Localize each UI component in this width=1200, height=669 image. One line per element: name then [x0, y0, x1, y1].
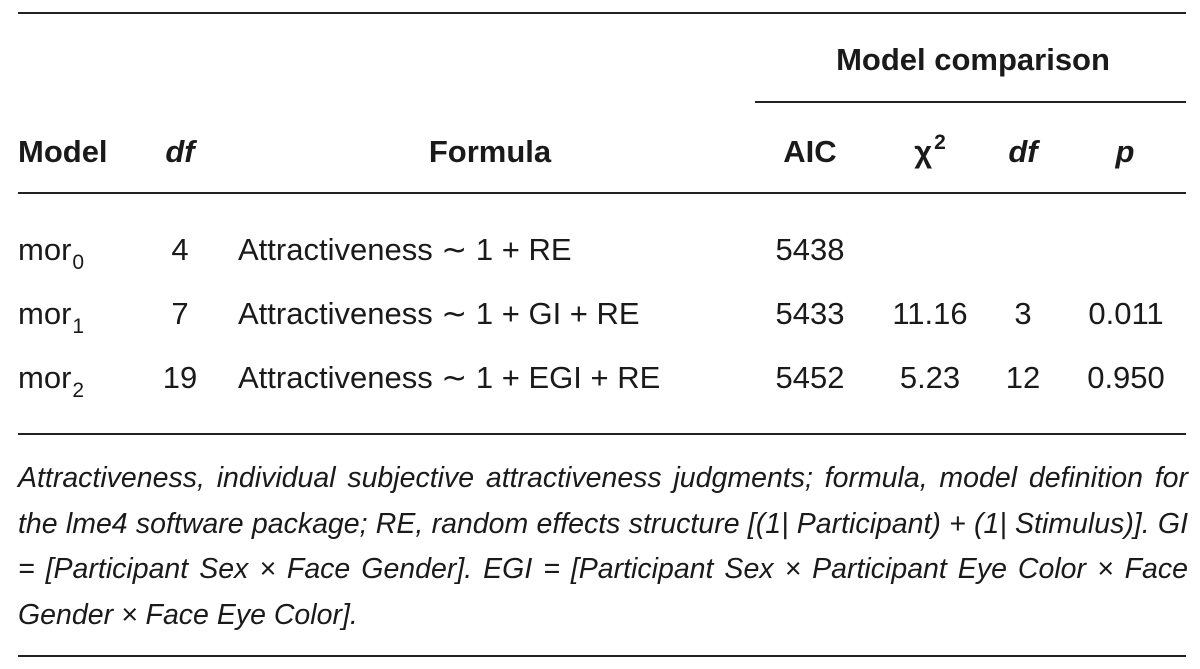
table-row-df: 19	[162, 360, 198, 395]
table-row-model: mor1	[18, 296, 85, 338]
table-row-df: 4	[171, 232, 189, 267]
model-name: mor	[18, 360, 72, 395]
table-row-formula: Attractiveness ∼ 1 + EGI + RE	[238, 360, 661, 395]
model-subscript: 1	[72, 315, 85, 338]
table-row-formula: Attractiveness ∼ 1 + GI + RE	[238, 296, 640, 331]
model-name: mor	[18, 296, 72, 331]
header-rule	[18, 192, 1186, 194]
model-subscript: 2	[72, 379, 85, 402]
header-p: p	[1115, 134, 1135, 169]
header-aic: AIC	[783, 134, 837, 169]
body-bottom-rule	[18, 433, 1186, 435]
table-row-chi2: 11.16	[892, 296, 968, 331]
table-row-model: mor0	[18, 232, 85, 274]
group-header-model-comparison: Model comparison	[836, 42, 1110, 77]
header-comparison-df: df	[1008, 134, 1038, 169]
model-name: mor	[18, 232, 72, 267]
chi-symbol: χ	[914, 134, 933, 169]
table-footnote: Attractiveness, individual subjective at…	[18, 462, 1188, 631]
table-row-p: 0.011	[1088, 296, 1164, 331]
table-row-cmp-df: 12	[1005, 360, 1041, 395]
table-row-chi2: 5.23	[899, 360, 961, 395]
header-model: Model	[18, 134, 108, 169]
header-chi-squared: χ2	[885, 131, 975, 174]
table-row-aic: 5438	[775, 232, 845, 267]
bottom-rule	[18, 655, 1186, 657]
header-formula: Formula	[428, 134, 552, 169]
table-row-cmp-df: 3	[1014, 296, 1032, 331]
table-row-model: mor2	[18, 360, 85, 402]
top-rule	[18, 12, 1186, 14]
header-df: df	[165, 134, 195, 169]
model-subscript: 0	[72, 251, 85, 274]
table-row-df: 7	[171, 296, 189, 331]
table-row-aic: 5452	[775, 360, 845, 395]
chi-superscript: 2	[934, 131, 946, 154]
table-row-aic: 5433	[775, 296, 845, 331]
table-row-p: 0.950	[1087, 360, 1165, 395]
table-row-formula: Attractiveness ∼ 1 + RE	[238, 232, 572, 267]
group-underline	[755, 101, 1186, 103]
